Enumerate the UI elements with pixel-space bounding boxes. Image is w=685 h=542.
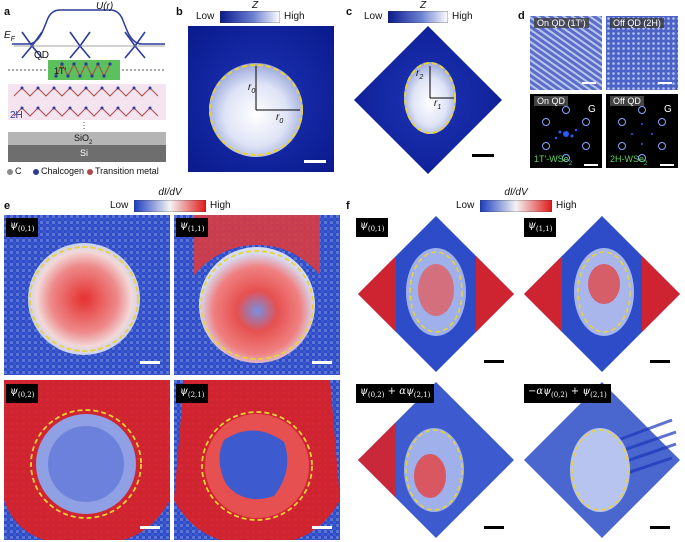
sio2-layer <box>8 132 166 145</box>
panel-e-label: e <box>4 200 11 212</box>
r2-label: r2 <box>416 68 424 81</box>
on-qd-top-label: On QD (1T′) <box>534 18 589 28</box>
si-layer <box>8 145 166 162</box>
e-map-11 <box>174 215 340 375</box>
off-qd-fft <box>606 94 678 168</box>
legend-chalcogen-dot <box>33 169 39 175</box>
phase-2h-label: 2H <box>10 110 23 121</box>
panel-f-colorbar <box>480 200 552 212</box>
e-map-01 <box>4 215 170 375</box>
r1-label: r1 <box>434 98 442 111</box>
panel-c-cbar-title: Z <box>419 0 427 11</box>
potential-label: U(r) <box>96 1 114 12</box>
panel-f-cbar-title: dI/dV <box>504 187 528 198</box>
on-qd-fft <box>530 94 602 168</box>
panel-c-cbar-low: Low <box>364 11 383 22</box>
si-label: Si <box>80 148 89 158</box>
ef-label: EF <box>4 30 15 43</box>
f-map-mix1 <box>358 382 514 538</box>
panel-c-cbar-high: High <box>452 11 473 22</box>
g-label-on: G <box>588 104 596 115</box>
qd-outline-c <box>404 62 456 134</box>
panel-d-label: d <box>518 10 525 22</box>
panel-e-cbar-high: High <box>210 200 231 211</box>
legend-c: C <box>15 166 22 176</box>
caption-1t-wse2: 1T′-WSe2 <box>534 154 573 167</box>
f-tag-11: ψ(1,1) <box>524 218 557 237</box>
phase-1t-label: 1T′ <box>54 66 67 76</box>
qd-label: QD <box>34 50 49 61</box>
panel-e-colorbar <box>134 200 206 212</box>
panel-f-label: f <box>346 200 350 212</box>
panel-a-label: a <box>4 6 11 18</box>
cone-right-lower <box>124 44 146 59</box>
f-tag-mix2: −αψ(0,2) + ψ(2,1) <box>524 384 611 403</box>
panel-f-cbar-low: Low <box>456 200 475 211</box>
panel-c-label: c <box>346 6 353 18</box>
panel-f-cbar-high: High <box>556 200 577 211</box>
g-label-off: G <box>664 104 672 115</box>
panel-b-topography <box>188 26 334 172</box>
cone-mid-lower <box>69 44 91 59</box>
panel-c-topography <box>354 26 502 174</box>
potential-curve <box>12 9 165 45</box>
on-qd-fft-label: On QD <box>534 96 569 106</box>
panel-a-schematic <box>7 9 166 175</box>
panel-c-colorbar <box>388 11 448 23</box>
1t-prime-atoms <box>55 62 111 78</box>
legend-c-dot <box>7 169 13 175</box>
e-tag-11: ψ(1,1) <box>176 218 209 237</box>
scale-bar-c <box>472 154 494 157</box>
r0-label-a: r0 <box>248 82 256 95</box>
panel-e-cbar-low: Low <box>110 200 129 211</box>
legend-tm-dot <box>87 169 93 175</box>
legend-chalcogen: Chalcogen <box>41 166 85 176</box>
panel-e-cbar-title: dI/dV <box>158 187 182 198</box>
f-map-11 <box>524 216 680 372</box>
on-qd-lattice <box>530 16 602 90</box>
f-tag-mix1: ψ(0,2) + αψ(2,1) <box>356 384 435 403</box>
cone-mid-upper <box>69 31 91 48</box>
off-qd-fft-label: Off QD <box>610 96 644 106</box>
f-map-mix2 <box>524 382 680 538</box>
1t-prime-layer <box>48 60 120 80</box>
legend-transition-metal: Transition metal <box>95 166 159 176</box>
scale-bar <box>304 160 326 163</box>
f-tag-01: ψ(0,1) <box>356 218 389 237</box>
e-tag-02: ψ(0,2) <box>6 384 39 403</box>
sio2-label: SiO2 <box>74 133 93 146</box>
panel-b-colorbar <box>220 11 280 23</box>
panel-b-label: b <box>176 6 183 18</box>
panel-b-cbar-high: High <box>284 11 305 22</box>
e-tag-01: ψ(0,1) <box>6 218 39 237</box>
e-map-21 <box>174 380 340 540</box>
panel-b-cbar-title: Z <box>251 0 259 11</box>
r0-label-b: r0 <box>276 112 284 125</box>
qd-outline <box>209 64 303 156</box>
panel-b-cbar-low: Low <box>196 11 215 22</box>
caption-2h-wse2: 2H-WSe2 <box>610 154 648 167</box>
f-map-01 <box>358 216 514 372</box>
off-qd-top-label: Off QD (2H) <box>610 18 664 28</box>
off-qd-lattice <box>606 16 678 90</box>
e-tag-21: ψ(2,1) <box>176 384 209 403</box>
e-map-02 <box>4 380 170 540</box>
